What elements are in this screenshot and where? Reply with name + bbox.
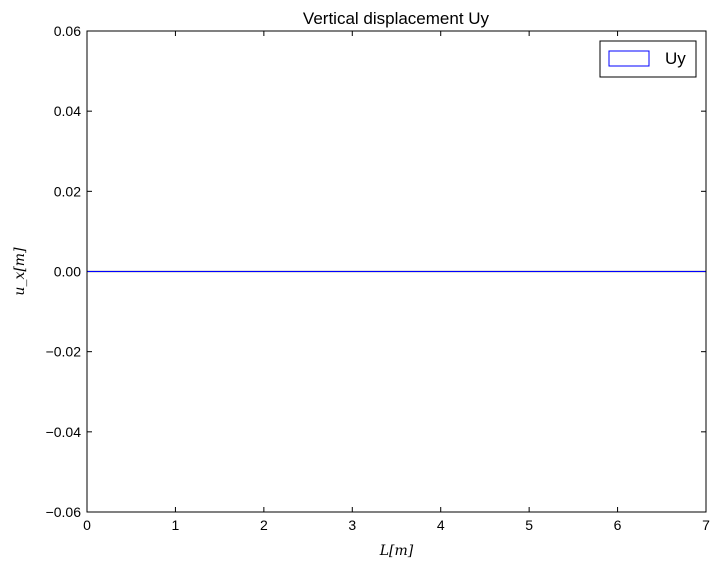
legend: Uy <box>599 40 697 78</box>
legend-swatch-uy <box>608 50 650 67</box>
y-tick-label: 0.02 <box>54 183 81 199</box>
plot-frame <box>86 30 707 513</box>
x-tick-label: 4 <box>437 517 445 533</box>
y-tick-label: 0.04 <box>54 103 81 119</box>
y-tick-label: 0.00 <box>54 264 81 280</box>
y-tick-label: −0.04 <box>46 424 82 440</box>
x-tick-label: 7 <box>702 517 710 533</box>
legend-box <box>599 40 697 78</box>
x-axis-ticks: 0 1 2 3 4 5 6 7 <box>83 31 710 533</box>
y-tick-label: −0.02 <box>46 344 82 360</box>
y-axis-label: u_x[m] <box>12 247 28 296</box>
y-tick-label: −0.06 <box>46 504 82 520</box>
y-tick-label: 0.06 <box>54 23 81 39</box>
x-tick-label: 3 <box>348 517 356 533</box>
x-tick-label: 6 <box>614 517 622 533</box>
x-axis-label: L[m] <box>379 543 414 559</box>
x-tick-label: 1 <box>172 517 180 533</box>
x-tick-label: 5 <box>525 517 533 533</box>
x-tick-label: 2 <box>260 517 268 533</box>
chart-title: Vertical displacement Uy <box>303 9 490 28</box>
legend-label-uy: Uy <box>665 49 686 68</box>
x-tick-label: 0 <box>83 517 91 533</box>
